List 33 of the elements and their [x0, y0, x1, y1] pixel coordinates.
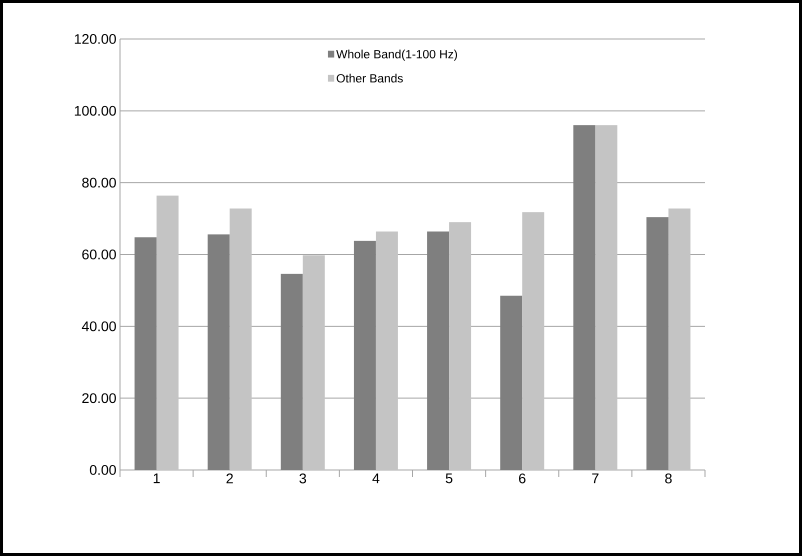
- bar: [302, 255, 325, 470]
- legend-label: Other Bands: [336, 74, 403, 83]
- bar: [280, 274, 303, 470]
- x-tick-label: 1: [154, 474, 160, 484]
- y-tick-label: 40.00: [82, 321, 116, 332]
- x-tick-label: 5: [446, 474, 452, 484]
- bar: [595, 125, 618, 470]
- bar: [208, 234, 230, 470]
- bar: [230, 208, 252, 470]
- bar: [427, 232, 450, 470]
- x-tick-label: 3: [299, 473, 306, 484]
- x-tick-label: 8: [665, 473, 672, 484]
- bar: [668, 208, 690, 470]
- bar: [376, 232, 398, 470]
- bar: [646, 217, 668, 470]
- x-tick-label: 4: [372, 474, 380, 484]
- y-tick-label: 20.00: [82, 393, 116, 404]
- legend-label: Whole Band(1-100 Hz): [336, 50, 457, 61]
- bar: [449, 222, 472, 470]
- bar: [354, 240, 376, 470]
- x-tick-label: 6: [519, 473, 526, 484]
- x-tick-label: 2: [226, 473, 233, 484]
- bar: [573, 125, 596, 470]
- x-tick-label: 7: [592, 474, 598, 484]
- y-tick-label: 60.00: [82, 250, 116, 260]
- y-tick-label: 80.00: [82, 178, 116, 188]
- bar: [156, 196, 179, 470]
- bar: [134, 237, 157, 470]
- y-tick-label: 120.00: [74, 34, 116, 44]
- bar: [522, 212, 544, 470]
- y-tick-label: 0.00: [90, 465, 116, 475]
- y-tick-label: 100.00: [74, 106, 116, 116]
- bar: [500, 296, 522, 470]
